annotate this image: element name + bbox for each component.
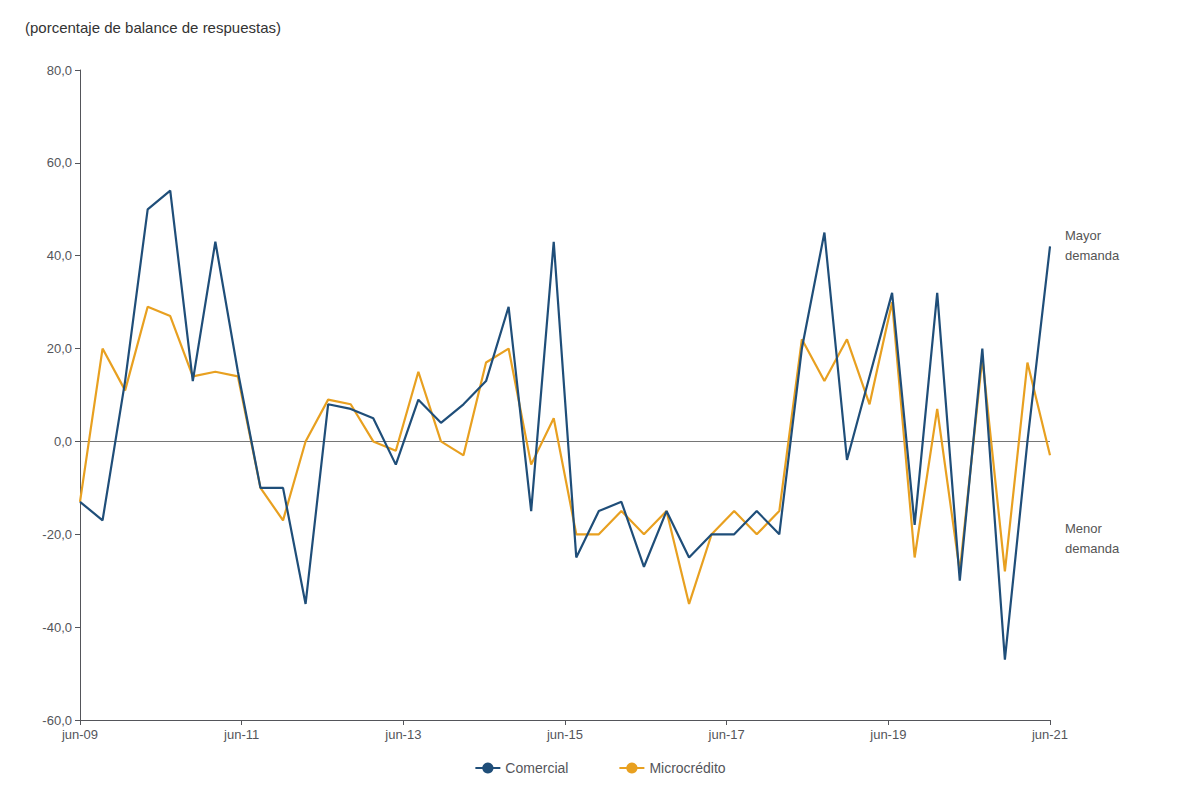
svg-text:60,0: 60,0 [47,155,72,170]
svg-text:20,0: 20,0 [47,341,72,356]
svg-text:-40,0: -40,0 [42,620,72,635]
svg-text:80,0: 80,0 [47,63,72,78]
svg-text:-20,0: -20,0 [42,527,72,542]
svg-text:jun-13: jun-13 [384,727,421,742]
svg-text:0,0: 0,0 [54,434,72,449]
svg-text:jun-11: jun-11 [223,727,259,742]
svg-text:jun-15: jun-15 [546,727,583,742]
svg-text:-60,0: -60,0 [42,713,72,728]
svg-text:jun-17: jun-17 [708,727,745,742]
svg-text:Mayor: Mayor [1065,228,1102,243]
svg-text:40,0: 40,0 [47,248,72,263]
svg-text:jun-21: jun-21 [1031,727,1068,742]
svg-text:Menor: Menor [1065,521,1103,536]
svg-text:jun-09: jun-09 [61,727,98,742]
svg-text:demanda: demanda [1065,248,1120,263]
svg-text:demanda: demanda [1065,541,1120,556]
svg-text:Microcrédito: Microcrédito [649,760,725,776]
svg-text:Comercial: Comercial [505,760,568,776]
svg-text:(porcentaje de balance de resp: (porcentaje de balance de respuestas) [25,19,281,36]
svg-text:jun-19: jun-19 [869,727,906,742]
